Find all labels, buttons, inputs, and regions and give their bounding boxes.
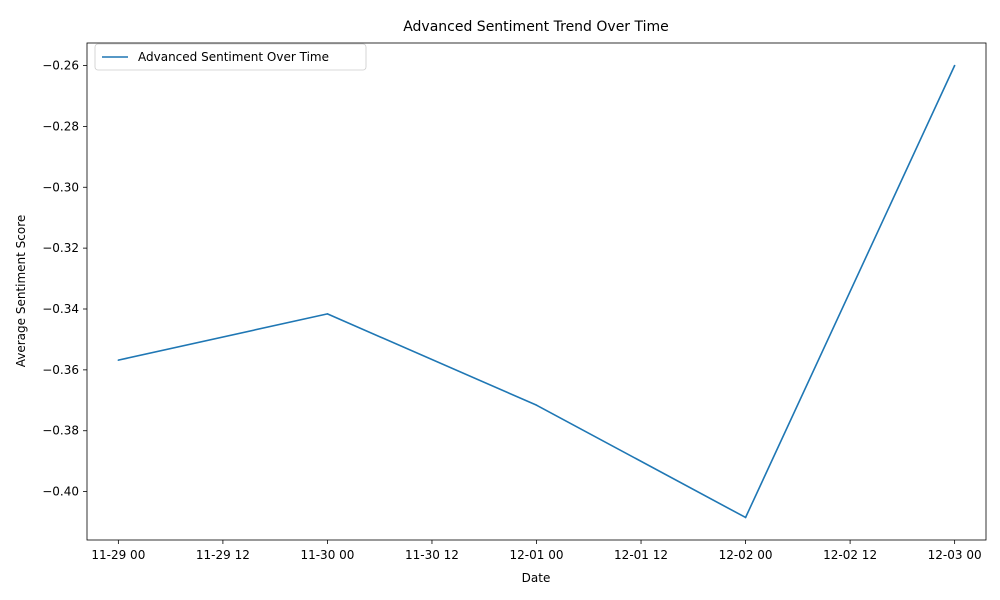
data-point <box>744 516 747 519</box>
legend-box <box>94 43 367 71</box>
y-axis-label: Average Sentiment Score <box>14 215 28 368</box>
x-tick-label: 12-03 00 <box>928 548 982 562</box>
x-tick-label: 12-01 00 <box>510 548 564 562</box>
x-tick-label: 11-30 00 <box>300 548 354 562</box>
x-axis: 11-29 00 11-29 12 11-30 00 11-30 12 12-01 00… <box>91 540 982 562</box>
x-tick-label: 11-29 12 <box>196 548 250 562</box>
x-tick-label: 12-01 12 <box>614 548 668 562</box>
y-tick-label: −0.36 <box>42 363 79 377</box>
plot-frame <box>86 42 987 541</box>
chart-title: Advanced Sentiment Trend Over Time <box>403 19 669 35</box>
y-tick-label: −0.38 <box>42 424 79 438</box>
y-tick-label: −0.34 <box>42 302 79 316</box>
x-tick-label: 11-29 00 <box>91 548 145 562</box>
y-axis: −0.40 −0.38 −0.36 −0.34 −0.32 −0.30 −0.28 −0.26 <box>42 59 87 499</box>
legend: Advanced Sentiment Over Time <box>94 43 367 71</box>
legend-label: Advanced Sentiment Over Time <box>138 50 329 64</box>
y-tick-label: −0.32 <box>42 241 79 255</box>
y-tick-label: −0.30 <box>42 180 79 194</box>
series-line <box>118 65 956 519</box>
data-point <box>117 359 120 361</box>
x-tick-label: 12-02 00 <box>719 548 773 562</box>
series-layer <box>117 64 956 519</box>
data-point <box>953 64 956 67</box>
y-tick-label: −0.26 <box>42 59 79 73</box>
y-tick-label: −0.40 <box>42 485 79 499</box>
x-tick-label: 11-30 12 <box>405 548 459 562</box>
plot-area <box>86 42 987 541</box>
data-point <box>535 404 538 406</box>
y-tick-label: −0.28 <box>42 119 79 133</box>
x-tick-label: 12-02 12 <box>823 548 877 562</box>
x-axis-label: Date <box>522 571 551 585</box>
data-point <box>326 313 329 315</box>
